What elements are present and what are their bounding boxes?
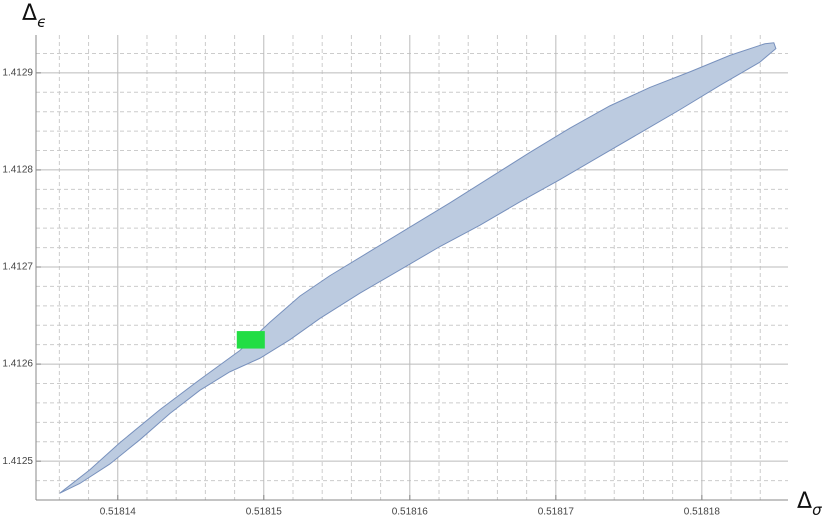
x-tick-label: 0.51814 [100,507,137,518]
y-axis-label: Δϵ [22,1,46,31]
y-tick-label: 1.4128 [2,165,33,176]
y-tick-label: 1.4129 [2,68,33,79]
x-label-subscript: σ [812,501,822,518]
y-label-subscript: ϵ [37,13,46,31]
x-axis-label: Δσ [797,489,822,518]
x-label-symbol: Δ [797,489,812,514]
y-tick-label: 1.4127 [2,262,33,273]
y-tick-label: 1.4126 [2,359,33,370]
y-tick-label: 1.4125 [2,456,33,467]
highlight-box [236,331,265,349]
region [59,42,777,494]
x-tick-label: 0.51818 [684,507,721,518]
x-tick-label: 0.51816 [392,507,429,518]
y-label-symbol: Δ [22,1,37,26]
x-tick-label: 0.51817 [538,507,575,518]
x-tick-label: 0.51815 [246,507,283,518]
